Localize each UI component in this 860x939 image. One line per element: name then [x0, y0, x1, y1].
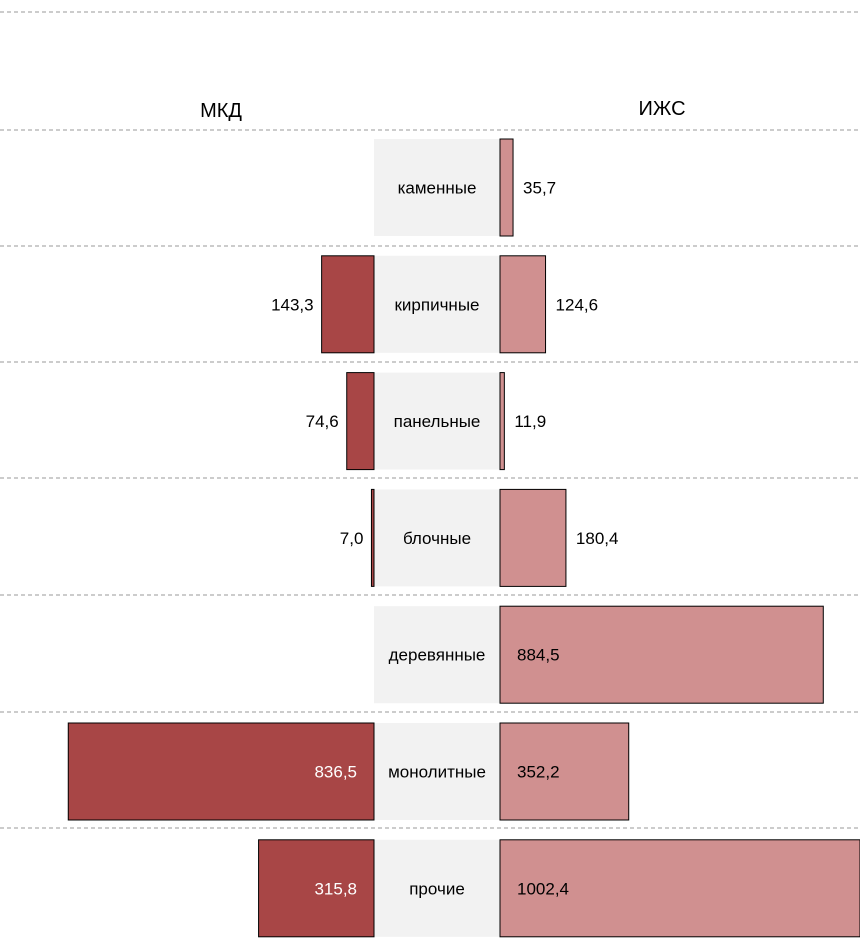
- category-label: панельные: [394, 412, 481, 431]
- left-value-label: 74,6: [306, 412, 339, 431]
- category-label: прочие: [409, 879, 465, 898]
- category-box: [374, 606, 500, 704]
- left-bar: [346, 372, 375, 471]
- right-value-label: 11,9: [514, 412, 546, 431]
- chart-row: прочие 315,8 1002,4: [258, 839, 860, 938]
- chart-row: блочные 7,0 180,4: [340, 488, 619, 587]
- right-value-label: 180,4: [576, 529, 619, 548]
- right-header-label: ИЖС: [638, 98, 685, 120]
- category-box: [374, 723, 500, 820]
- chart-row: деревянные 884,5: [374, 605, 824, 704]
- right-value-label: 352,2: [517, 763, 560, 782]
- chart-row: монолитные 836,5 352,2: [67, 722, 630, 821]
- right-value-label: 1002,4: [517, 879, 569, 898]
- category-box: [374, 839, 500, 937]
- right-bar: [499, 722, 630, 821]
- left-value-label: 315,8: [314, 879, 357, 898]
- right-bar: [499, 372, 505, 471]
- category-label: кирпичные: [394, 295, 479, 314]
- category-label: блочные: [403, 529, 471, 548]
- category-box: [374, 139, 500, 236]
- category-box: [374, 489, 500, 587]
- left-header-label: МКД: [200, 100, 242, 122]
- right-value-label: 124,6: [556, 295, 599, 314]
- left-bar: [258, 839, 375, 938]
- category-label: каменные: [398, 179, 477, 198]
- left-bar: [370, 488, 375, 587]
- category-box: [374, 372, 500, 470]
- chart-row: панельные 74,6 11,9: [306, 372, 546, 471]
- left-value-label: 143,3: [271, 295, 314, 314]
- left-value-label: 7,0: [340, 529, 364, 548]
- category-label: монолитные: [388, 763, 486, 782]
- left-bar: [321, 255, 375, 354]
- right-bar: [499, 488, 567, 587]
- left-bar: [67, 722, 375, 821]
- right-bar: [499, 605, 824, 704]
- category-box: [374, 255, 500, 353]
- chart-rows: каменные 35,7 кирпичные 143,3 124,6 панельные…: [67, 138, 860, 938]
- category-label: деревянные: [389, 646, 486, 665]
- grid-lines: [0, 11, 860, 829]
- right-bar: [499, 255, 547, 354]
- left-value-label: 836,5: [314, 763, 357, 782]
- chart-row: каменные 35,7: [374, 138, 556, 237]
- right-value-label: 35,7: [523, 179, 556, 198]
- right-bar: [499, 138, 514, 237]
- right-value-label: 884,5: [517, 646, 560, 665]
- chart-row: кирпичные 143,3 124,6: [271, 255, 599, 354]
- right-bar: [499, 839, 860, 938]
